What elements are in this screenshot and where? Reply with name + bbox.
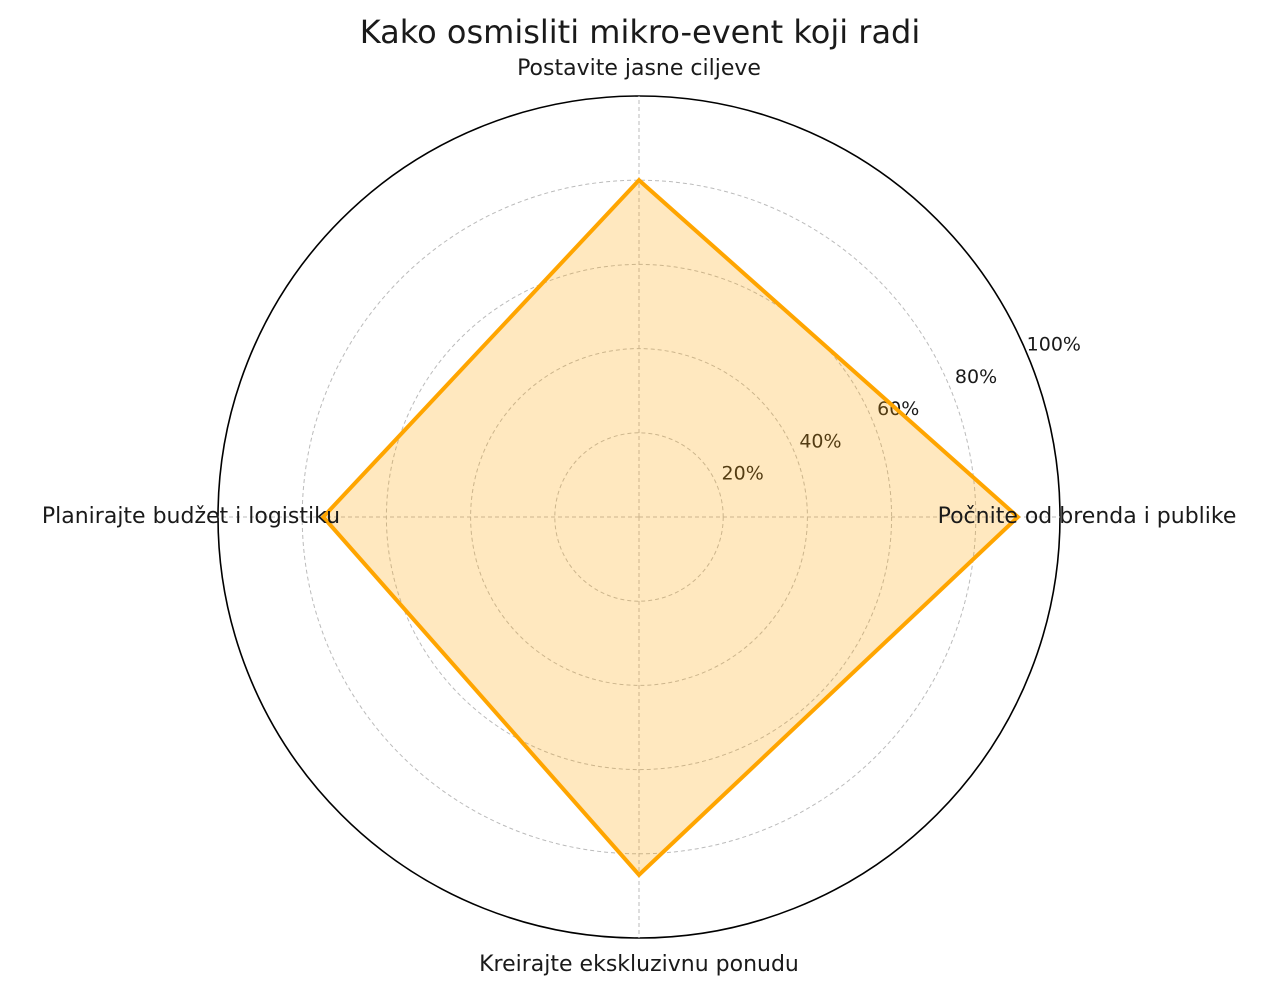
category-label: Kreirajte ekskluzivnu ponudu [479,952,799,977]
category-label: Počnite od brenda i publike [938,504,1237,529]
chart-title: Kako osmisliti mikro-event koji radi [360,13,921,51]
r-tick-label: 100% [1027,334,1081,356]
r-tick-label: 40% [799,430,841,452]
category-label: Planirajte budžet i logistiku [42,504,340,529]
r-tick-label: 80% [955,366,997,388]
r-tick-label: 20% [722,463,764,485]
category-label: Postavite jasne ciljeve [517,56,761,81]
radar-area [320,177,1021,878]
